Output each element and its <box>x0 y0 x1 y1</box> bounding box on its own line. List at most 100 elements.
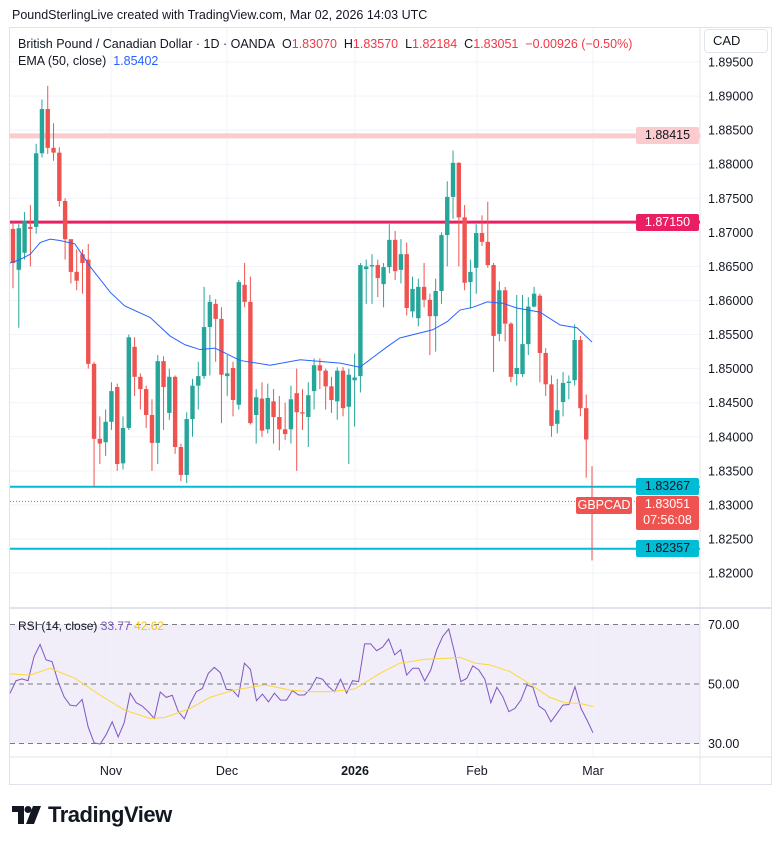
candle <box>230 361 236 417</box>
price-axis-label: 1.84500 <box>708 396 753 410</box>
level-price-badge: 1.82357 <box>636 540 699 558</box>
price-axis-label: 1.85000 <box>708 362 753 376</box>
candle <box>543 348 548 396</box>
candle-body <box>497 290 502 334</box>
candle <box>340 367 346 417</box>
price-axis-label: 1.88500 <box>708 124 753 138</box>
candle-body <box>259 398 265 431</box>
candle-body <box>358 265 363 377</box>
candle-body <box>22 220 27 253</box>
candle-body <box>155 361 160 443</box>
candle-body <box>514 367 519 375</box>
rsi-value: 33.77 <box>100 619 131 633</box>
candle <box>479 215 485 246</box>
candle <box>242 263 247 308</box>
candle <box>143 385 149 428</box>
chart-frame <box>9 27 772 785</box>
rsi-ma-value: 42.62 <box>134 619 165 633</box>
rsi-axis-label: 70.00 <box>708 618 739 632</box>
candle-body <box>502 290 508 324</box>
candle <box>288 385 294 444</box>
candle-body <box>317 365 323 371</box>
candle-body <box>381 267 386 285</box>
candle <box>346 368 352 465</box>
candle-body <box>421 286 427 300</box>
candle <box>381 263 386 308</box>
candle-body <box>213 303 218 319</box>
candle-body <box>120 427 126 464</box>
price-axis-label: 1.82500 <box>708 532 753 546</box>
candle <box>508 322 514 383</box>
level-price-badge: 1.88415 <box>636 127 699 145</box>
rsi-label[interactable]: RSI (14, close) <box>18 619 98 633</box>
candle-body <box>282 429 288 435</box>
candle-body <box>329 386 334 400</box>
candle-body <box>474 233 479 268</box>
candle <box>39 99 45 158</box>
candle-body <box>439 235 444 291</box>
change-value: −0.00926 (−0.50%) <box>525 37 633 51</box>
ohlc-row: British Pound / Canadian Dollar · 1D · O… <box>18 36 632 53</box>
candle <box>80 249 85 294</box>
time-label: Feb <box>466 764 488 778</box>
open-value: 1.83070 <box>291 37 337 51</box>
close-label: C <box>464 37 474 51</box>
rsi-axis-label: 50.00 <box>708 678 739 692</box>
candle <box>497 281 502 342</box>
candle-body <box>126 337 131 428</box>
ema-value: 1.85402 <box>113 54 159 68</box>
candle-body <box>86 259 91 364</box>
candle <box>392 230 398 281</box>
price-axis-label: 1.89500 <box>708 56 753 70</box>
candle-body <box>427 299 433 317</box>
candle-body <box>300 412 305 414</box>
candle <box>109 382 114 430</box>
currency-button[interactable]: CAD <box>704 29 768 53</box>
candle <box>526 297 531 356</box>
candle <box>236 280 242 410</box>
candle-body <box>340 370 346 409</box>
candle <box>462 205 467 291</box>
candle <box>138 373 143 410</box>
candle-body <box>387 239 392 268</box>
open-label: O <box>282 37 292 51</box>
symbol-title[interactable]: British Pound / Canadian Dollar · 1D · O… <box>18 37 276 51</box>
candle <box>398 239 404 284</box>
candle-body <box>352 377 357 381</box>
candle <box>329 376 334 413</box>
candle <box>404 242 409 316</box>
candle <box>450 150 456 219</box>
candle <box>86 243 91 369</box>
tradingview-logo[interactable]: TradingView <box>12 802 172 828</box>
candle <box>456 162 462 267</box>
candle-body <box>143 389 149 415</box>
candle <box>433 278 438 352</box>
ema-label[interactable]: EMA (50, close) <box>18 54 107 68</box>
price-axis-label: 1.86000 <box>708 294 753 308</box>
candle <box>566 375 572 400</box>
candle <box>22 211 27 260</box>
candle-body <box>236 282 242 405</box>
candle <box>219 307 224 424</box>
candle <box>369 254 375 304</box>
candle-body <box>294 393 299 413</box>
candle <box>485 201 490 268</box>
candle <box>502 286 508 342</box>
candle <box>421 263 427 308</box>
candle <box>51 123 56 161</box>
candle <box>74 249 79 291</box>
candle-body <box>16 228 21 270</box>
rsi-axis-label: 30.00 <box>708 737 739 751</box>
candle-body <box>132 346 137 377</box>
candle <box>474 224 479 294</box>
candle-body <box>97 438 103 444</box>
candle-body <box>462 217 467 283</box>
candle-body <box>115 387 120 465</box>
candle-body <box>555 410 560 424</box>
candle-body <box>508 323 514 377</box>
candle-body <box>491 265 496 336</box>
candle <box>28 205 33 267</box>
candle <box>184 412 189 484</box>
candle-body <box>578 340 583 409</box>
